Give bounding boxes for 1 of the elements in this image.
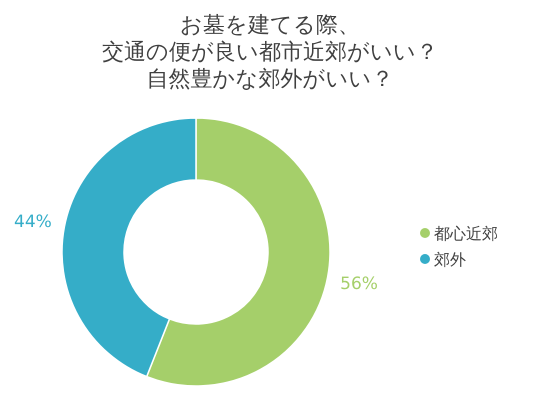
title: お墓を建てる際、交通の便が良い都市近郊がいい？自然豊かな郊外がいい？ bbox=[102, 13, 438, 92]
